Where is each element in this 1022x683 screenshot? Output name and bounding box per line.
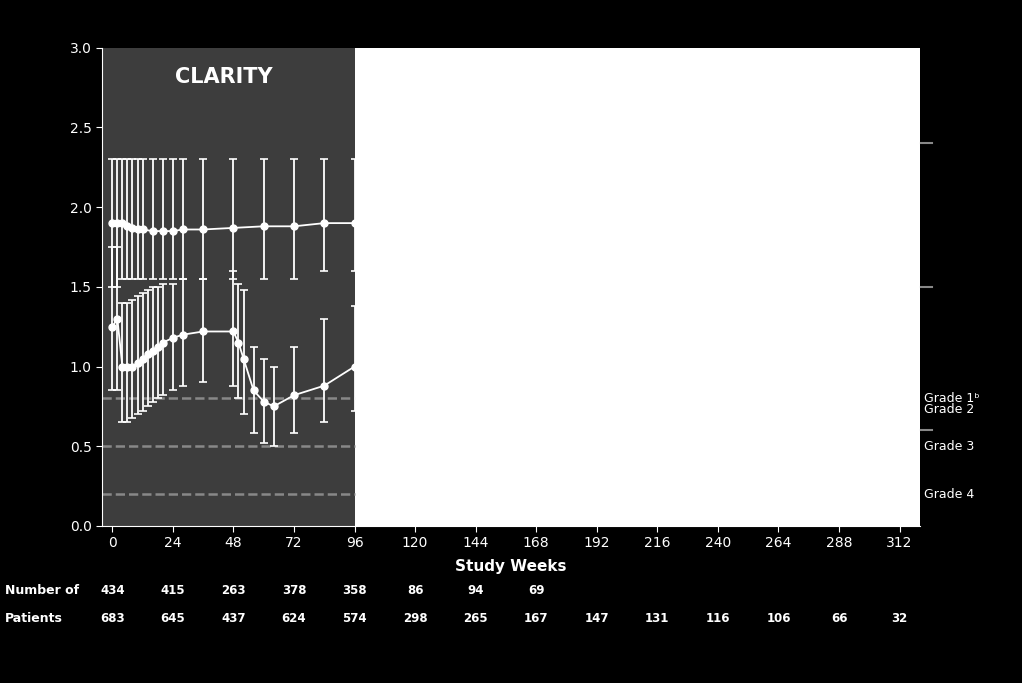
Text: 32: 32 xyxy=(891,611,908,625)
Text: 147: 147 xyxy=(585,611,609,625)
X-axis label: Study Weeks: Study Weeks xyxy=(455,559,567,574)
Text: 167: 167 xyxy=(524,611,549,625)
Text: Grade 3: Grade 3 xyxy=(924,440,974,453)
Text: CLARITY: CLARITY xyxy=(175,67,272,87)
Text: Number of: Number of xyxy=(5,584,80,598)
Text: 116: 116 xyxy=(705,611,730,625)
Text: Grade 1ᵇ: Grade 1ᵇ xyxy=(924,392,979,405)
Text: 434: 434 xyxy=(100,584,125,598)
Text: 66: 66 xyxy=(831,611,847,625)
Text: 298: 298 xyxy=(403,611,427,625)
Text: 265: 265 xyxy=(463,611,487,625)
Text: Grade 2: Grade 2 xyxy=(924,403,974,416)
Text: 358: 358 xyxy=(342,584,367,598)
Text: 86: 86 xyxy=(407,584,423,598)
Bar xyxy=(355,48,945,526)
Text: 683: 683 xyxy=(100,611,125,625)
Text: Grade 4: Grade 4 xyxy=(924,488,974,501)
Text: 645: 645 xyxy=(160,611,185,625)
Text: 415: 415 xyxy=(160,584,185,598)
Text: 574: 574 xyxy=(342,611,367,625)
Text: 131: 131 xyxy=(645,611,669,625)
Text: 624: 624 xyxy=(282,611,307,625)
Text: 263: 263 xyxy=(221,584,245,598)
Text: 69: 69 xyxy=(528,584,545,598)
Text: 437: 437 xyxy=(221,611,245,625)
Text: Patients: Patients xyxy=(5,611,63,625)
Text: 378: 378 xyxy=(282,584,307,598)
Text: 94: 94 xyxy=(467,584,484,598)
Text: 106: 106 xyxy=(766,611,791,625)
